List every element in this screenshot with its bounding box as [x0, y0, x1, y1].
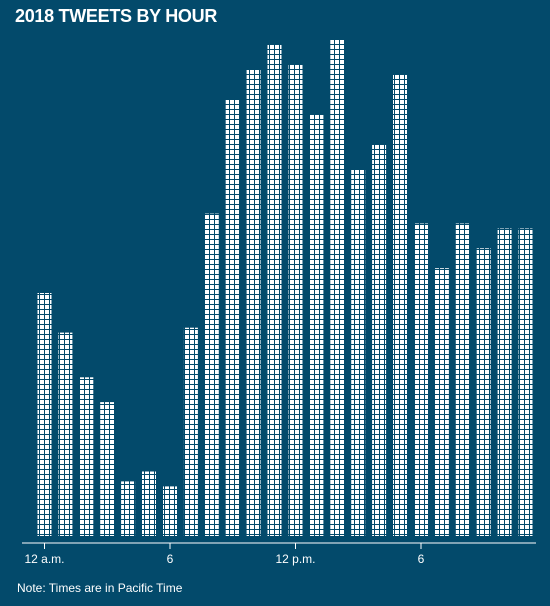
bar-hour-7 — [183, 327, 198, 536]
x-ticks-group: 12 a.m. 6 12 p.m. 6 — [24, 543, 425, 566]
bar-hour-15 — [351, 169, 366, 536]
bar-hour-1 — [58, 332, 73, 536]
bars-group — [37, 40, 533, 537]
bar-hour-20 — [455, 223, 470, 536]
x-tick-label: 6 — [167, 552, 174, 566]
bar-hour-11 — [267, 45, 282, 536]
bar-hour-23 — [518, 228, 533, 536]
bar-hour-12 — [288, 64, 303, 537]
bar-hour-19 — [434, 268, 449, 536]
bar-hour-21 — [476, 248, 491, 537]
bar-hour-13 — [309, 114, 324, 537]
bar-hour-10 — [246, 69, 261, 537]
chart-title: 2018 TWEETS BY HOUR — [15, 6, 218, 26]
x-tick-label: 12 p.m. — [275, 552, 315, 566]
bar-hour-5 — [142, 471, 156, 536]
bar-hour-8 — [204, 213, 219, 536]
bar-hour-2 — [79, 377, 94, 536]
bar-hour-14 — [330, 40, 345, 536]
bar-hour-6 — [163, 486, 177, 536]
bar-hour-0 — [37, 293, 52, 536]
bar-hour-4 — [121, 481, 136, 536]
bar-hour-9 — [225, 99, 240, 536]
footnote: Note: Times are in Pacific Time — [17, 581, 183, 595]
bar-hour-3 — [100, 402, 115, 536]
bar-hour-17 — [393, 74, 407, 536]
bar-hour-18 — [414, 223, 428, 536]
bar-hour-16 — [372, 144, 387, 536]
bar-hour-22 — [497, 228, 512, 536]
x-tick-label: 12 a.m. — [24, 552, 64, 566]
x-tick-label: 6 — [418, 552, 425, 566]
